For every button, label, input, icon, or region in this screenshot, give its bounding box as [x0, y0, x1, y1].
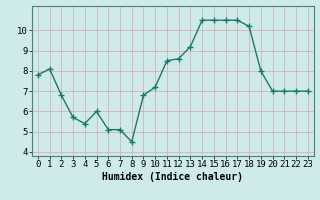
X-axis label: Humidex (Indice chaleur): Humidex (Indice chaleur)	[102, 172, 243, 182]
